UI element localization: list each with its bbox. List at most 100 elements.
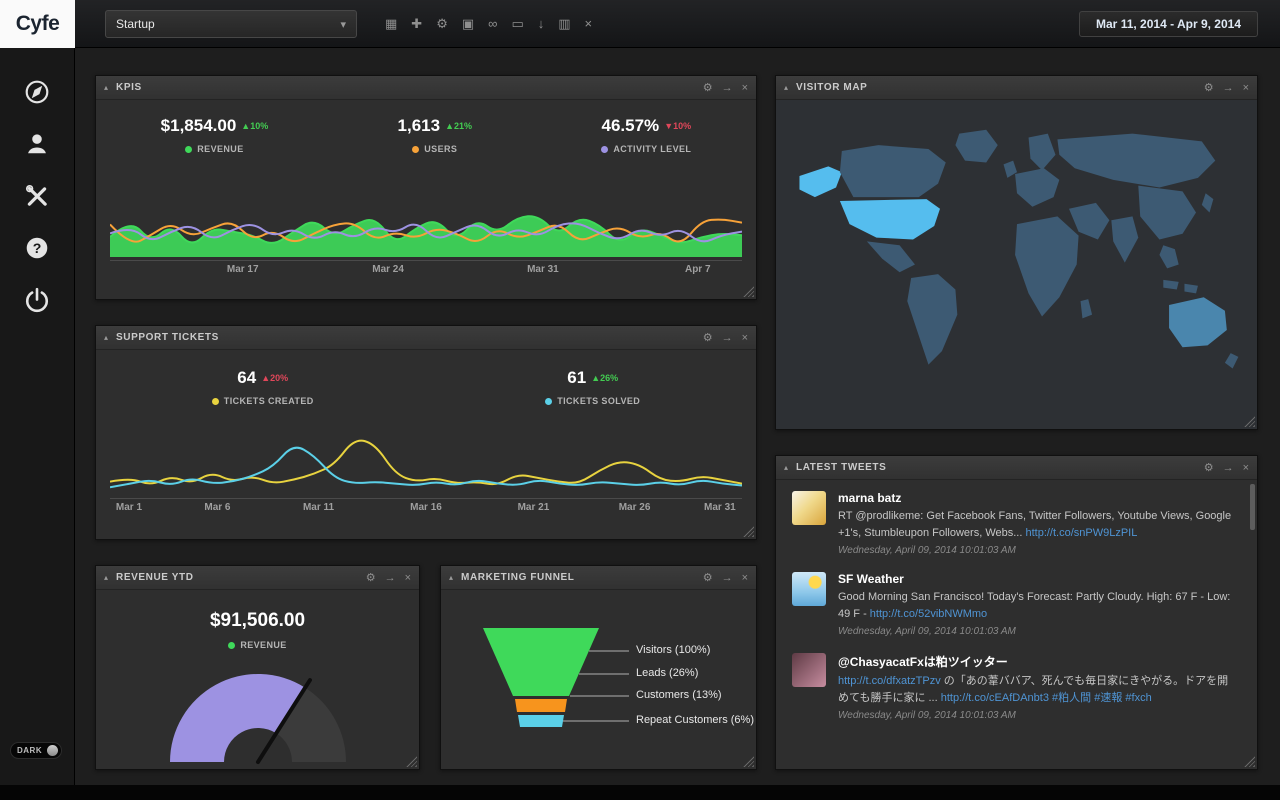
tweet-link[interactable]: http://t.co/cEAfDAnbt3 xyxy=(940,691,1049,704)
funnel-stage-label: Visitors (100%) xyxy=(636,644,711,656)
tweet-avatar[interactable] xyxy=(792,653,826,687)
collapse-icon[interactable]: ▴ xyxy=(104,83,109,92)
tweet-author[interactable]: marna batz xyxy=(838,491,902,505)
collapse-icon[interactable]: ▴ xyxy=(449,573,454,582)
x-axis-label: Mar 17 xyxy=(226,264,259,275)
metric-delta: ▲21% xyxy=(445,121,473,131)
tweet-link[interactable]: #速報 xyxy=(1094,691,1123,704)
tweet-text-part: RT @prodlikeme: Get Facebook Fans, Twitt… xyxy=(838,510,1232,539)
tweet-text: RT @prodlikeme: Get Facebook Fans, Twitt… xyxy=(838,508,1239,541)
x-axis-label: Mar 31 xyxy=(704,502,736,513)
widget-marketing-funnel: ▴ MARKETING FUNNEL ⚙ → × Visitors (100%)… xyxy=(440,565,757,770)
tweet-link[interactable]: http://t.co/dfxatzTPzv xyxy=(838,675,941,687)
widget-close-icon[interactable]: × xyxy=(1242,461,1249,474)
widget-latest-tweets: ▴ LATEST TWEETS ⚙ → × marna batz RT @prod… xyxy=(775,455,1258,770)
tweet-author[interactable]: @ChasyacatFxは粕ツイッター xyxy=(838,655,1008,669)
dashboard-select-value: Startup xyxy=(116,17,155,31)
tweet-avatar[interactable] xyxy=(792,491,826,525)
widget-title: REVENUE YTD xyxy=(116,572,194,583)
topbar: Cyfe Startup ▾ ▦ ✚ ⚙ ▣ ∞ ▭ ↓ ▥ × Mar 11,… xyxy=(0,0,1280,48)
close-icon[interactable]: × xyxy=(584,16,593,31)
collapse-icon[interactable]: ▴ xyxy=(104,333,109,342)
tweet-avatar[interactable] xyxy=(792,572,826,606)
widget-visitor-map: ▴ VISITOR MAP ⚙ → × xyxy=(775,75,1258,430)
tickets-chart xyxy=(109,431,743,495)
add-widget-icon[interactable]: ✚ xyxy=(411,16,423,31)
dashboard-select[interactable]: Startup ▾ xyxy=(105,10,357,38)
metric-label: TICKETS SOLVED xyxy=(545,396,640,406)
settings-icon[interactable]: ⚙ xyxy=(436,16,448,31)
svg-text:?: ? xyxy=(33,240,42,256)
widget-close-icon[interactable]: × xyxy=(1242,81,1249,94)
widget-close-icon[interactable]: × xyxy=(741,331,748,344)
power-icon xyxy=(25,287,49,313)
widget-header: ▴ REVENUE YTD ⚙ → × xyxy=(96,566,419,590)
scrollbar-thumb[interactable] xyxy=(1250,484,1255,530)
widget-close-icon[interactable]: × xyxy=(741,81,748,94)
date-range-label: Mar 11, 2014 - Apr 9, 2014 xyxy=(1096,17,1241,31)
tweet-link[interactable]: http://t.co/52vibNWMmo xyxy=(869,607,988,620)
dark-mode-toggle[interactable]: DARK xyxy=(10,742,62,759)
metric-delta: ▲20% xyxy=(261,373,289,383)
tweet-item: marna batz RT @prodlikeme: Get Facebook F… xyxy=(776,482,1247,563)
tweet-link[interactable]: #fxch xyxy=(1125,691,1152,704)
sidebar-item-settings[interactable] xyxy=(0,170,74,222)
widget-move-icon[interactable]: → xyxy=(384,571,396,584)
widget-header: ▴ VISITOR MAP ⚙ → × xyxy=(776,76,1257,100)
metric-delta: ▲26% xyxy=(591,373,619,383)
sidebar-item-help[interactable]: ? xyxy=(0,222,74,274)
tweet-link[interactable]: http://t.co/snPW9LzPIL xyxy=(1025,526,1138,539)
date-range-button[interactable]: Mar 11, 2014 - Apr 9, 2014 xyxy=(1079,11,1258,37)
collapse-icon[interactable]: ▴ xyxy=(784,463,789,472)
screen-icon[interactable]: ▭ xyxy=(511,16,524,31)
link-icon[interactable]: ∞ xyxy=(488,16,498,31)
chevron-down-icon: ▾ xyxy=(340,18,346,31)
widget-header: ▴ SUPPORT TICKETS ⚙ → × xyxy=(96,326,756,350)
x-axis: Mar 17 Mar 24 Mar 31 Apr 7 xyxy=(110,264,742,278)
ticket-metrics: 64 ▲20% TICKETS CREATED 61 ▲26% TICKETS SO… xyxy=(96,368,756,406)
widget-settings-icon[interactable]: ⚙ xyxy=(365,571,376,584)
widget-move-icon[interactable]: → xyxy=(721,571,733,584)
widget-settings-icon[interactable]: ⚙ xyxy=(702,81,713,94)
widget-settings-icon[interactable]: ⚙ xyxy=(702,331,713,344)
resize-handle[interactable] xyxy=(1244,756,1255,767)
tweet-item: @ChasyacatFxは粕ツイッター http://t.co/dfxatzTPz… xyxy=(776,644,1247,728)
metric-value: $1,854.00 xyxy=(160,116,237,135)
tweet-author[interactable]: SF Weather xyxy=(838,572,904,586)
widget-move-icon[interactable]: → xyxy=(1222,461,1234,474)
resize-handle[interactable] xyxy=(743,286,754,297)
widget-move-icon[interactable]: → xyxy=(1222,81,1234,94)
sidebar-item-clients[interactable] xyxy=(0,118,74,170)
image-icon[interactable]: ▣ xyxy=(461,16,475,31)
grid-icon[interactable]: ▦ xyxy=(385,16,398,31)
widget-close-icon[interactable]: × xyxy=(404,571,411,584)
metric-label: ACTIVITY LEVEL xyxy=(601,144,691,154)
widget-settings-icon[interactable]: ⚙ xyxy=(702,571,713,584)
revenue-gauge xyxy=(158,662,358,766)
tweet-timestamp: Wednesday, April 09, 2014 10:01:03 AM xyxy=(838,545,1016,556)
widget-move-icon[interactable]: → xyxy=(721,81,733,94)
clone-icon[interactable]: ▥ xyxy=(558,16,571,31)
collapse-icon[interactable]: ▴ xyxy=(104,573,109,582)
widget-settings-icon[interactable]: ⚙ xyxy=(1203,461,1214,474)
resize-handle[interactable] xyxy=(1244,416,1255,427)
resize-handle[interactable] xyxy=(406,756,417,767)
compass-icon xyxy=(25,80,49,104)
widget-close-icon[interactable]: × xyxy=(741,571,748,584)
widget-move-icon[interactable]: → xyxy=(721,331,733,344)
download-icon[interactable]: ↓ xyxy=(537,16,545,31)
sidebar-item-logout[interactable] xyxy=(0,274,74,326)
resize-handle[interactable] xyxy=(743,526,754,537)
x-axis-label: Mar 31 xyxy=(527,264,559,275)
widget-title: LATEST TWEETS xyxy=(796,462,887,473)
collapse-icon[interactable]: ▴ xyxy=(784,83,789,92)
kpi-metric: 64 ▲20% TICKETS CREATED xyxy=(211,368,314,406)
dark-mode-label: DARK xyxy=(17,746,43,755)
kpi-metric: $1,854.00 ▲10% REVENUE xyxy=(161,116,269,154)
tweet-text-part: Good Morning San Francisco! Today's Fore… xyxy=(838,591,1231,620)
sidebar-item-dashboards[interactable] xyxy=(0,66,74,118)
widget-settings-icon[interactable]: ⚙ xyxy=(1203,81,1214,94)
tweet-link[interactable]: #粕人間 xyxy=(1052,691,1092,704)
app-logo[interactable]: Cyfe xyxy=(0,0,75,48)
resize-handle[interactable] xyxy=(743,756,754,767)
